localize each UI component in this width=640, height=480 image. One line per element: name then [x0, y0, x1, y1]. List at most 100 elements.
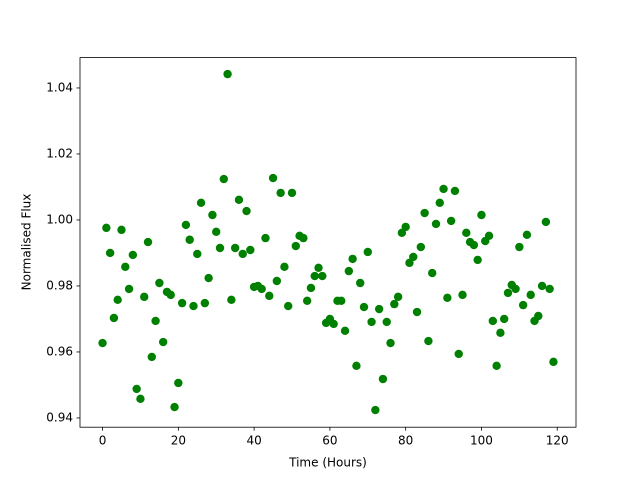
point: [458, 290, 467, 300]
point: [537, 281, 547, 291]
point: [280, 262, 289, 272]
point: [401, 222, 410, 232]
point: [549, 357, 558, 367]
point: [469, 240, 479, 250]
point: [121, 262, 130, 272]
point: [98, 338, 107, 348]
point: [499, 314, 509, 324]
plot-frame: [79, 57, 577, 428]
point: [443, 293, 452, 303]
point: [227, 295, 236, 305]
point: [363, 247, 372, 257]
point: [518, 300, 528, 310]
point: [170, 402, 179, 412]
x-tick-label: 60: [322, 434, 337, 448]
x-tick-label: 120: [546, 434, 569, 448]
point: [242, 206, 251, 216]
point: [329, 319, 338, 329]
x-tick-label: 80: [398, 434, 413, 448]
point: [374, 304, 384, 314]
point: [390, 299, 399, 309]
point: [386, 338, 395, 348]
y-tick-label: 1.00: [46, 212, 73, 226]
point: [109, 313, 119, 323]
x-tick-label: 20: [171, 434, 186, 448]
y-tick-label: 1.04: [46, 80, 73, 94]
point: [488, 316, 498, 326]
point: [284, 301, 293, 311]
point: [166, 290, 175, 300]
point: [446, 216, 456, 226]
point: [359, 302, 369, 312]
point: [246, 245, 255, 255]
point: [140, 292, 149, 302]
point: [492, 361, 501, 371]
point: [340, 326, 350, 336]
point: [189, 301, 198, 311]
point: [306, 283, 316, 293]
point: [234, 195, 244, 205]
x-tick-label: 0: [99, 434, 107, 448]
point: [181, 220, 191, 230]
y-tick-label: 1.02: [46, 146, 73, 160]
point: [204, 273, 213, 283]
point: [102, 223, 111, 233]
point: [367, 317, 376, 327]
point: [238, 249, 247, 259]
point: [193, 249, 202, 259]
point: [356, 278, 365, 288]
point: [424, 336, 433, 346]
point: [257, 284, 266, 294]
point: [208, 210, 217, 220]
point: [496, 328, 505, 338]
point: [515, 242, 524, 252]
point: [428, 268, 437, 278]
point: [155, 278, 164, 288]
point: [511, 284, 520, 294]
point: [409, 252, 418, 262]
point: [268, 173, 278, 183]
point: [132, 384, 141, 394]
point: [412, 307, 422, 317]
point: [420, 208, 429, 218]
point: [541, 217, 551, 227]
point: [416, 242, 426, 252]
point: [522, 230, 532, 240]
point: [503, 288, 513, 298]
x-tick-label: 100: [470, 434, 493, 448]
point: [473, 255, 482, 265]
point: [215, 243, 225, 253]
point: [136, 394, 145, 404]
y-tick-label: 0.98: [46, 278, 73, 292]
point: [352, 361, 361, 371]
point: [105, 248, 115, 258]
point: [223, 69, 232, 79]
point: [117, 225, 126, 235]
point: [435, 198, 444, 207]
point: [302, 296, 312, 306]
point: [344, 266, 354, 276]
point: [113, 295, 122, 305]
point: [439, 184, 448, 194]
point: [151, 316, 160, 326]
point: [272, 276, 282, 286]
point: [200, 298, 210, 308]
point: [230, 243, 240, 253]
point: [450, 186, 460, 196]
point: [147, 352, 157, 362]
y-tick-label: 0.96: [46, 344, 73, 358]
point: [261, 233, 270, 243]
point: [431, 219, 441, 229]
point: [219, 174, 228, 184]
point: [265, 291, 274, 301]
point: [124, 284, 134, 294]
point: [212, 227, 221, 237]
point: [371, 405, 380, 415]
point: [348, 254, 357, 264]
point: [185, 235, 194, 244]
point: [454, 349, 463, 359]
point: [128, 250, 138, 260]
point: [314, 263, 323, 273]
